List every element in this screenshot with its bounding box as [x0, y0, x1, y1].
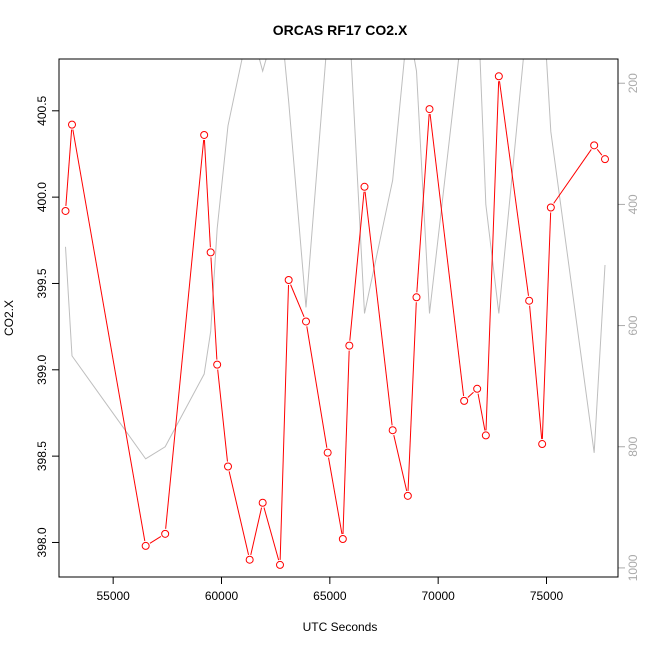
data-point: [590, 141, 599, 150]
series-0-segment: [210, 257, 218, 360]
right-y-tick-label: 600: [626, 315, 640, 335]
data-point: [601, 155, 609, 164]
data-point: [525, 296, 534, 305]
data-point: [302, 317, 310, 326]
series-0-segment: [485, 81, 500, 431]
series-0-segment: [306, 326, 328, 448]
series-0-segment: [349, 191, 365, 341]
y-axis-label: CO2.X: [2, 300, 16, 336]
x-tick-label: 75000: [530, 589, 564, 603]
data-point: [206, 248, 215, 257]
x-tick-label: 65000: [313, 589, 347, 603]
right-y-tick-label: 1000: [626, 554, 640, 581]
series-0-segment: [217, 369, 228, 462]
series-layer: [61, 59, 609, 569]
x-tick-label: 60000: [205, 589, 239, 603]
data-point: [161, 529, 170, 538]
series-0-segment: [165, 139, 205, 529]
data-point: [473, 384, 482, 393]
axes-layer: 55000 60000 65000 70000 75000 398.0 398.5 399.0…: [35, 73, 640, 603]
data-point: [200, 130, 209, 139]
data-point: [345, 341, 354, 350]
series-0-segment: [541, 212, 552, 440]
x-axis-label: UTC Seconds: [303, 620, 378, 634]
x-tick-label: 55000: [96, 589, 130, 603]
y-tick-label: 400.5: [35, 95, 49, 125]
series-0-segment: [342, 350, 350, 535]
series-0-segment: [203, 139, 211, 248]
series-0-segment: [279, 284, 290, 560]
data-point: [546, 203, 555, 212]
data-point: [494, 72, 503, 81]
data-point: [425, 105, 434, 114]
series-0-segment: [553, 149, 592, 204]
data-point: [258, 498, 267, 507]
data-point: [388, 426, 397, 435]
data-point: [460, 396, 469, 405]
series-0-segment: [467, 391, 474, 398]
series-0-segment: [72, 129, 146, 542]
series-0-segment: [250, 507, 263, 555]
right-y-tick-label: 200: [626, 73, 640, 93]
data-point: [481, 431, 490, 440]
series-0-segment: [416, 114, 430, 293]
data-point: [412, 293, 421, 302]
y-tick-label: 398.0: [35, 527, 49, 557]
right-y-tick-label: 400: [626, 194, 640, 214]
y-tick-label: 400.0: [35, 182, 49, 212]
data-point: [338, 535, 347, 544]
series-0-segment: [499, 81, 529, 296]
right-y-tick-label: 800: [626, 436, 640, 456]
series-0-segment: [364, 191, 393, 426]
series-0-segment: [263, 507, 280, 561]
y-tick-label: 399.5: [35, 268, 49, 298]
series-0: [61, 72, 609, 569]
series-0-segment: [529, 305, 543, 440]
data-point: [403, 491, 412, 500]
data-point: [224, 462, 232, 471]
series-0-segment: [407, 302, 417, 491]
data-point: [538, 440, 547, 449]
data-point: [61, 206, 70, 215]
series-0-segment: [328, 457, 343, 535]
data-point: [360, 182, 369, 191]
series-1: [65, 59, 606, 460]
series-0-segment: [65, 129, 73, 206]
series-0-segment: [149, 536, 162, 544]
data-point: [284, 276, 293, 285]
series-0-segment: [393, 434, 408, 492]
data-point: [68, 120, 76, 129]
plot-frame: [58, 58, 619, 578]
y-tick-label: 399.0: [35, 354, 49, 384]
series-0-segment: [596, 148, 603, 156]
data-point: [141, 541, 150, 550]
x-tick-label: 70000: [421, 589, 455, 603]
series-0-segment: [477, 393, 486, 431]
series-0-segment: [429, 113, 465, 396]
chart-title: ORCAS RF17 CO2.X: [273, 22, 408, 38]
series-0-segment: [228, 471, 250, 555]
series-0-segment: [290, 284, 305, 318]
series-1-line: [65, 59, 606, 460]
data-point: [213, 360, 222, 369]
data-point: [323, 448, 332, 457]
data-point: [276, 560, 284, 569]
y-tick-label: 398.5: [35, 441, 49, 471]
data-point: [245, 555, 254, 564]
